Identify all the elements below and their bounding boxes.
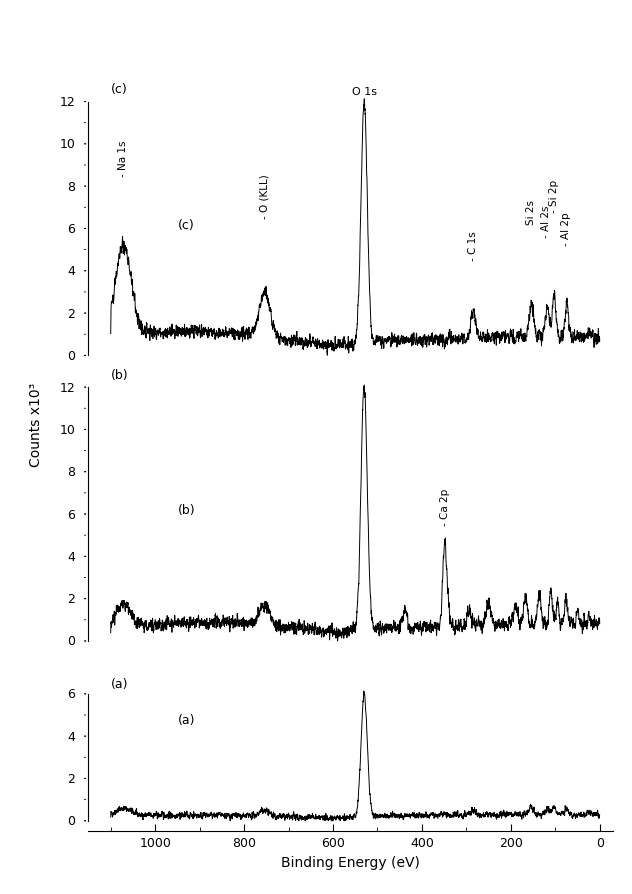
Text: - Ca 2p: - Ca 2p <box>441 488 451 525</box>
Text: - C 1s: - C 1s <box>468 232 478 261</box>
Text: 6: 6 <box>68 223 75 236</box>
Text: (b): (b) <box>178 503 195 517</box>
Text: 4: 4 <box>68 550 75 563</box>
Text: Si 2s: Si 2s <box>526 200 536 225</box>
Text: - Na 1s: - Na 1s <box>118 139 128 176</box>
Text: 6: 6 <box>68 687 75 701</box>
Text: - O (KLL): - O (KLL) <box>260 174 269 219</box>
Text: - Al 2s: - Al 2s <box>542 206 551 238</box>
Text: (c): (c) <box>111 83 128 96</box>
Text: - Si 2p: - Si 2p <box>549 179 559 212</box>
Text: 0: 0 <box>68 635 75 648</box>
Text: 0: 0 <box>68 350 75 362</box>
Text: 8: 8 <box>68 181 75 193</box>
Text: 12: 12 <box>59 381 75 394</box>
Text: O 1s: O 1s <box>351 87 377 97</box>
Text: - Al 2p: - Al 2p <box>561 213 571 246</box>
Text: (a): (a) <box>178 713 195 726</box>
Text: 8: 8 <box>68 466 75 478</box>
X-axis label: Binding Energy (eV): Binding Energy (eV) <box>281 855 420 869</box>
Text: 4: 4 <box>68 730 75 743</box>
Text: 2: 2 <box>68 593 75 605</box>
Text: (b): (b) <box>111 368 128 382</box>
Text: 10: 10 <box>59 139 75 151</box>
Text: (a): (a) <box>111 677 128 690</box>
Text: (c): (c) <box>178 218 194 232</box>
Text: 2: 2 <box>68 772 75 785</box>
Text: 0: 0 <box>68 814 75 827</box>
Text: Counts x10³: Counts x10³ <box>29 383 43 467</box>
Text: 4: 4 <box>68 265 75 278</box>
Text: 10: 10 <box>59 424 75 436</box>
Text: 2: 2 <box>68 308 75 320</box>
Text: 12: 12 <box>59 96 75 109</box>
Text: 6: 6 <box>68 508 75 521</box>
